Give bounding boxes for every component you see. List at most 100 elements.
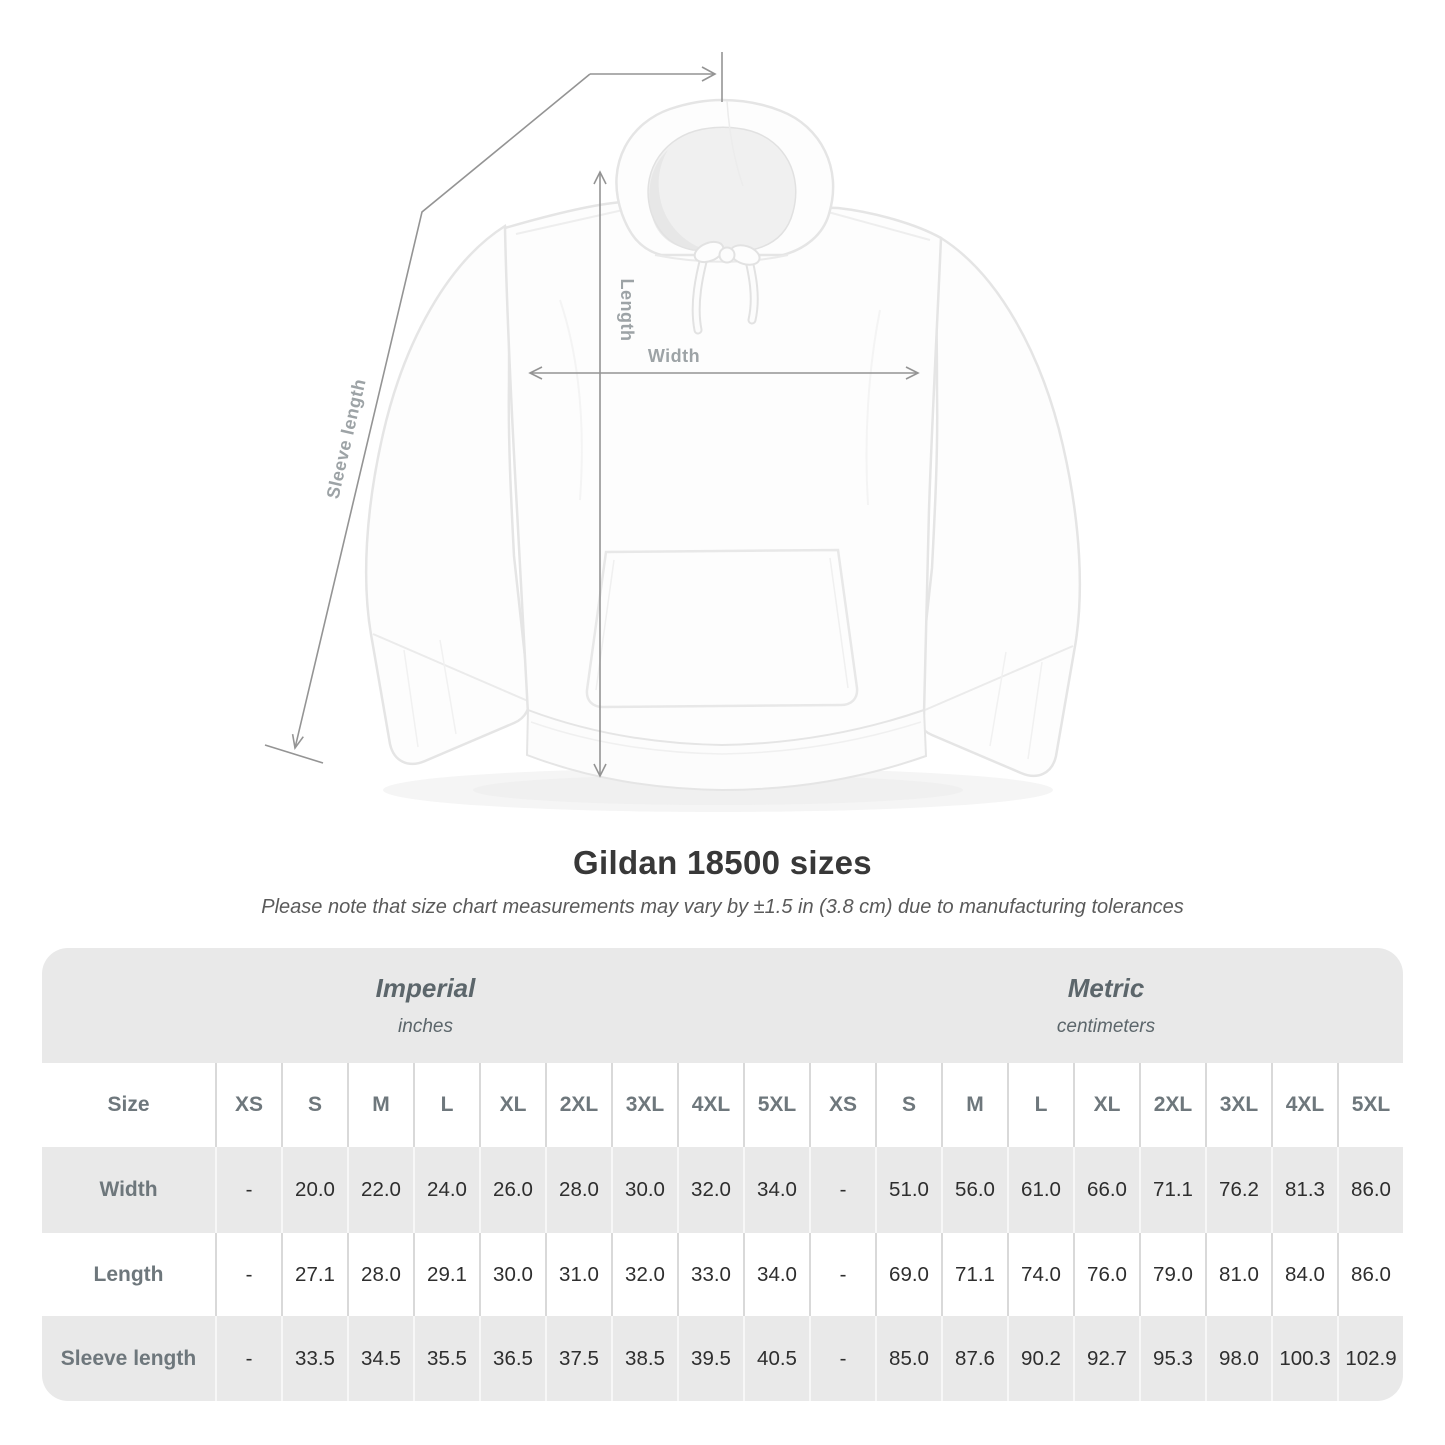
kangaroo-pocket [585,548,859,709]
length-arrow [593,170,607,778]
col-header-imperial-5xl: 5XL [743,1063,809,1147]
cell-width-imp-4xl: 32.0 [677,1147,743,1233]
cell-length-imp-3xl: 32.0 [611,1233,677,1316]
width-arrowhead-right [905,366,920,380]
unit-name-imperial: Imperial [375,973,476,1003]
right-cuff-seam [917,645,1074,714]
cell-width-met-l: 61.0 [1007,1147,1073,1233]
cell-sleeve-imp-l: 35.5 [413,1316,479,1401]
cell-sleeve-imp-xs: - [215,1316,281,1401]
cell-length-imp-s: 27.1 [281,1233,347,1316]
unit-sub-metric: centimeters [1056,1016,1156,1037]
hoodie-right-sleeve [915,236,1082,778]
cell-sleeve-met-2xl: 95.3 [1139,1316,1205,1401]
cell-width-imp-5xl: 34.0 [743,1147,809,1233]
cell-width-imp-xs: - [215,1147,281,1233]
right-cuff-stitch [989,651,1043,760]
row-label-width: Width [42,1147,215,1233]
cell-length-imp-m: 28.0 [347,1233,413,1316]
cell-sleeve-met-xs: - [809,1316,875,1401]
width-label: Width [648,346,700,366]
shoulder-seam-right [827,211,931,241]
cell-width-imp-2xl: 28.0 [545,1147,611,1233]
cell-width-imp-xl: 26.0 [479,1147,545,1233]
col-header-imperial-xl: XL [479,1063,545,1147]
col-header-metric-5xl: 5XL [1337,1063,1403,1147]
col-header-imperial-xs: XS [215,1063,281,1147]
cell-width-imp-s: 20.0 [281,1147,347,1233]
left-cuff-stitch [403,639,457,748]
unit-header-imperial: Imperial inches [42,948,809,1063]
cell-sleeve-met-l: 90.2 [1007,1316,1073,1401]
col-header-metric-2xl: 2XL [1139,1063,1205,1147]
width-arrowhead-left [528,366,543,380]
cell-width-met-s: 51.0 [875,1147,941,1233]
hood-inner-shadow [649,150,706,250]
col-header-metric-m: M [941,1063,1007,1147]
unit-name-metric: Metric [1067,973,1145,1003]
unit-sub-imperial: inches [398,1016,453,1037]
cell-sleeve-imp-s: 33.5 [281,1316,347,1401]
sleeve-arrowhead-bottom [291,733,304,750]
cell-width-imp-m: 22.0 [347,1147,413,1233]
hoodie-illustration [364,98,1082,812]
tolerance-note: Please note that size chart measurements… [261,896,1184,918]
sleeve-length-label: Sleeve length [323,377,370,501]
cell-sleeve-met-m: 87.6 [941,1316,1007,1401]
cell-sleeve-imp-3xl: 38.5 [611,1316,677,1401]
bow-knot [718,246,736,264]
sleeve-arrowhead-right [701,66,717,82]
col-header-metric-l: L [1007,1063,1073,1147]
col-header-imperial-l: L [413,1063,479,1147]
size-table: Imperial inches Metric centimeters Size … [42,948,1403,1401]
length-label: Length [617,279,637,342]
hoodie-hem-band [525,708,928,792]
cell-sleeve-imp-4xl: 39.5 [677,1316,743,1401]
cell-sleeve-imp-xl: 36.5 [479,1316,545,1401]
col-header-imperial-3xl: 3XL [611,1063,677,1147]
col-header-imperial-s: S [281,1063,347,1147]
cell-length-imp-xl: 30.0 [479,1233,545,1316]
bow-loop-left [693,240,725,264]
length-arrowhead-bottom [593,763,607,778]
cell-width-met-3xl: 76.2 [1205,1147,1271,1233]
cell-width-met-2xl: 71.1 [1139,1147,1205,1233]
cell-width-met-5xl: 86.0 [1337,1147,1403,1233]
cell-width-met-m: 56.0 [941,1147,1007,1233]
cell-sleeve-met-xl: 92.7 [1073,1316,1139,1401]
cell-sleeve-met-s: 85.0 [875,1316,941,1401]
hoodie-measurement-diagram: Sleeve length Length Width [264,52,1082,812]
col-header-metric-xs: XS [809,1063,875,1147]
hem-stitch [530,721,922,755]
width-arrow [528,366,920,380]
cell-length-met-m: 71.1 [941,1233,1007,1316]
cell-length-met-xl: 76.0 [1073,1233,1139,1316]
shoulder-seam-left [515,207,633,235]
col-header-size: Size [42,1063,215,1147]
col-header-metric-xl: XL [1073,1063,1139,1147]
hood-seam [726,100,744,187]
cell-length-met-2xl: 79.0 [1139,1233,1205,1316]
sleeve-diagonal-line [294,73,591,749]
col-header-imperial-4xl: 4XL [677,1063,743,1147]
length-arrowhead-top [593,170,607,185]
sleeve-cuff-tick [264,744,324,764]
cell-length-imp-5xl: 34.0 [743,1233,809,1316]
cell-length-imp-xs: - [215,1233,281,1316]
pocket-stitch-right [829,557,849,689]
cell-sleeve-met-3xl: 98.0 [1205,1316,1271,1401]
cell-length-met-3xl: 81.0 [1205,1233,1271,1316]
cell-width-met-xl: 66.0 [1073,1147,1139,1233]
col-header-metric-s: S [875,1063,941,1147]
body-wrinkle-left [559,299,583,501]
left-cuff-seam [372,633,529,702]
cell-width-met-4xl: 81.3 [1271,1147,1337,1233]
row-label-length: Length [42,1233,215,1316]
col-header-metric-3xl: 3XL [1205,1063,1271,1147]
body-wrinkle-right [865,309,881,506]
cell-length-met-l: 74.0 [1007,1233,1073,1316]
cell-length-met-5xl: 86.0 [1337,1233,1403,1316]
cell-width-met-xs: - [809,1147,875,1233]
page-title: Gildan 18500 sizes [573,844,872,881]
